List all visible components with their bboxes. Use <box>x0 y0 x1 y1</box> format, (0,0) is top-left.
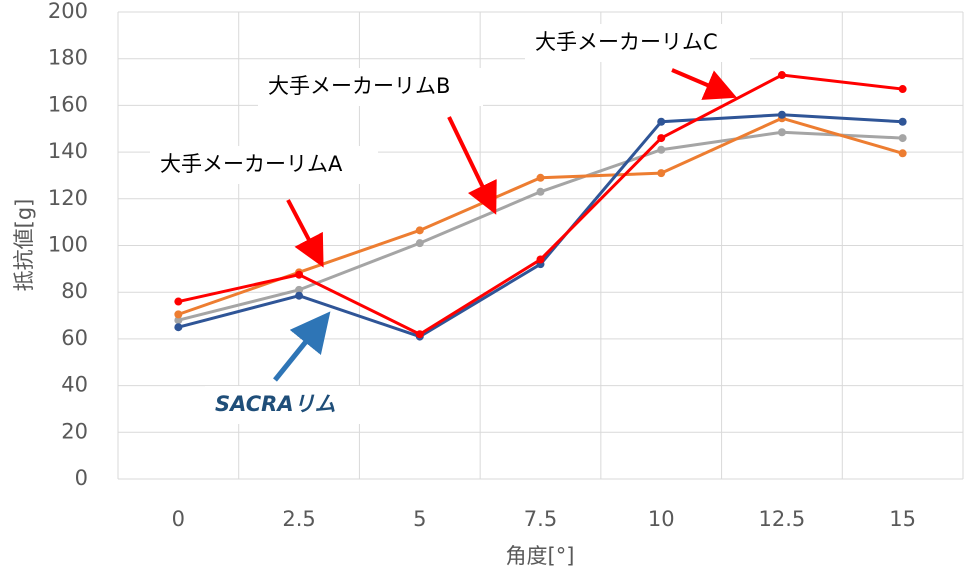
y-tick-label: 40 <box>61 373 88 397</box>
data-point <box>174 323 183 332</box>
y-tick-label: 80 <box>61 279 88 303</box>
y-tick-label: 20 <box>61 419 88 443</box>
annotation: 大手メーカーリムC <box>535 30 718 54</box>
data-point <box>295 285 304 294</box>
data-point <box>898 149 907 158</box>
data-point <box>898 85 907 94</box>
annotation: 大手メーカーリムA <box>160 152 343 176</box>
x-axis-title: 角度[°] <box>506 544 575 568</box>
y-axis-title: 抵抗値[g] <box>12 199 36 292</box>
x-tick-label: 2.5 <box>282 507 315 531</box>
arrow <box>286 199 324 268</box>
data-point <box>898 134 907 143</box>
data-point <box>777 128 786 137</box>
x-tick-label: 10 <box>648 507 675 531</box>
y-tick-label: 140 <box>48 139 88 163</box>
x-tick-label: 15 <box>889 507 916 531</box>
data-point <box>295 270 304 279</box>
data-point <box>415 226 424 235</box>
y-tick-label: 60 <box>61 326 88 350</box>
label-box <box>525 24 750 62</box>
annotations: 大手メーカーリムC 大手メーカーリムB 大手メーカーリムA SACRAリム <box>150 24 750 424</box>
y-tick-label: 120 <box>48 186 88 210</box>
data-point <box>174 297 183 306</box>
plot <box>174 71 907 341</box>
x-tick-label: 12.5 <box>759 507 806 531</box>
data-point <box>174 310 183 319</box>
label-box <box>258 68 483 106</box>
data-point <box>174 316 183 325</box>
y-tick-label: 100 <box>48 233 88 257</box>
data-point <box>657 145 666 154</box>
data-point <box>898 117 907 126</box>
data-point <box>415 330 424 339</box>
data-point <box>295 291 304 300</box>
annotation: SACRAリム <box>215 392 336 416</box>
x-tick-label: 5 <box>413 507 426 531</box>
arrow <box>273 311 331 382</box>
arrow <box>671 68 738 100</box>
label-box <box>150 146 378 184</box>
x-tick-label: 7.5 <box>524 507 557 531</box>
y-tick-label: 200 <box>48 0 88 23</box>
data-point <box>415 239 424 248</box>
data-point <box>536 173 545 182</box>
data-point <box>657 117 666 126</box>
arrow <box>447 116 497 215</box>
label-box <box>205 386 360 424</box>
data-point <box>777 110 786 119</box>
y-tick-label: 180 <box>48 46 88 70</box>
data-point <box>536 187 545 196</box>
x-tick-label: 0 <box>172 507 185 531</box>
data-point <box>657 169 666 178</box>
y-tick-label: 0 <box>75 466 88 490</box>
y-tick-label: 160 <box>48 92 88 116</box>
annotation: 大手メーカーリムB <box>268 74 450 98</box>
data-point <box>536 255 545 264</box>
series-line <box>178 73 903 336</box>
data-point <box>657 134 666 143</box>
data-point <box>777 71 786 80</box>
